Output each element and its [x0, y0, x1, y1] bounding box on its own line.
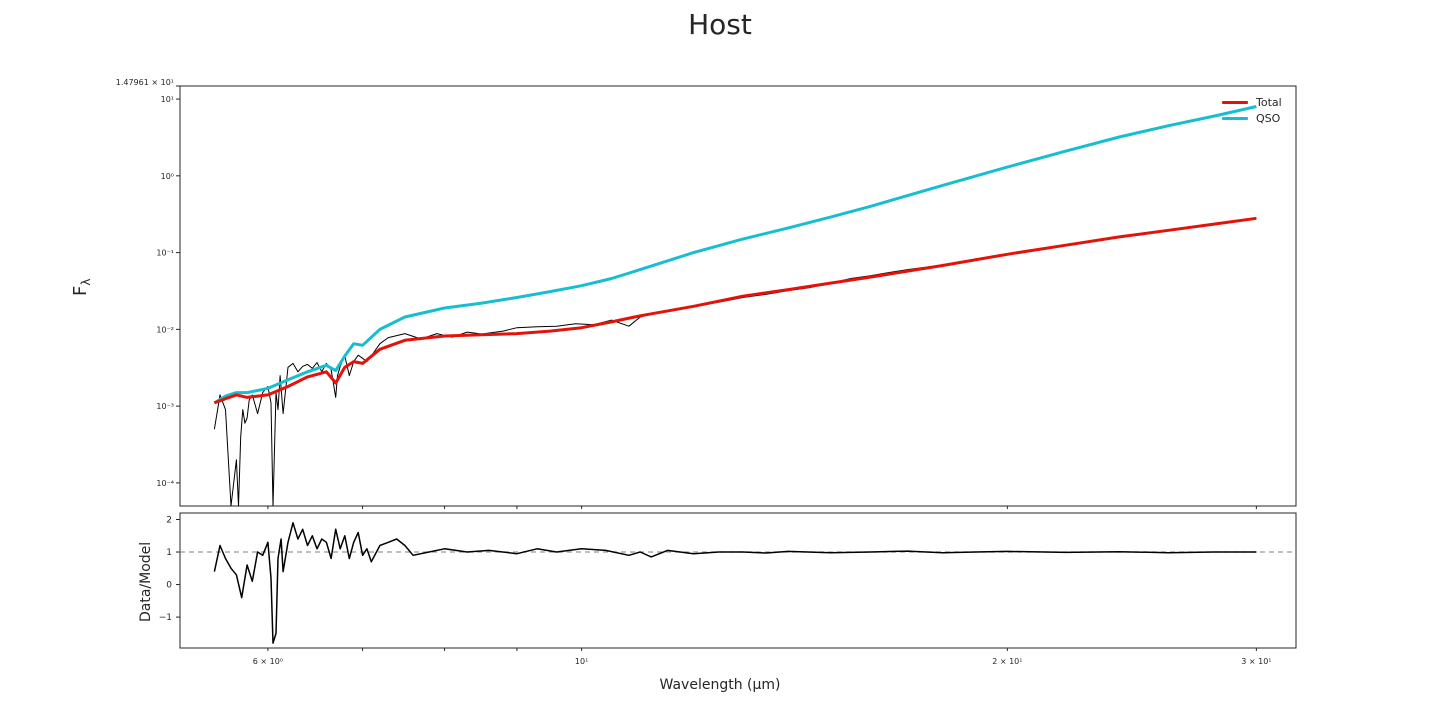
- residual-y-axis-label: Data/Model: [138, 541, 154, 622]
- residual-panel: 6 × 10⁰ 10¹ 2 × 10¹ 3 × 10¹ −1 0 1 2: [159, 512, 1297, 666]
- residual-y-tick-label: 1: [166, 548, 172, 558]
- series-residual-line: [213, 522, 1257, 644]
- main-y-tick-label: 10¹: [161, 95, 174, 104]
- x-tick-label: 2 × 10¹: [992, 657, 1022, 666]
- x-axis-label: Wavelength (μm): [659, 677, 781, 693]
- legend-swatch-qso: [1222, 116, 1248, 120]
- main-panel-frame: [179, 85, 1297, 507]
- residual-y-tick-label: 2: [166, 516, 172, 526]
- series-total-line: [213, 216, 1257, 405]
- x-tick-label: 10¹: [575, 657, 588, 666]
- main-y-tick-label: 10⁻³: [156, 402, 174, 411]
- x-tick-label: 6 × 10⁰: [253, 657, 283, 666]
- main-y-tick-label: 1.47961 × 10¹: [116, 78, 174, 87]
- main-y-tick-label: 10⁰: [161, 172, 174, 181]
- main-panel: 1.47961 × 10¹ 10¹ 10⁰ 10⁻¹ 10⁻² 10⁻³ 10⁻⁴: [116, 78, 1297, 509]
- series-data-line: [213, 217, 1257, 506]
- legend-item-total: Total: [1222, 94, 1282, 110]
- chart-title: Host: [688, 8, 752, 41]
- legend-label-qso: QSO: [1256, 111, 1281, 125]
- main-y-tick-label: 10⁻⁴: [156, 479, 174, 488]
- legend-swatch-total: [1222, 100, 1248, 104]
- residual-y-tick-label: 0: [166, 581, 172, 591]
- legend: Total QSO: [1222, 94, 1282, 126]
- legend-label-total: Total: [1256, 95, 1282, 109]
- main-y-tick-label: 10⁻²: [156, 325, 174, 334]
- residual-y-tick-label: −1: [159, 613, 172, 623]
- legend-item-qso: QSO: [1222, 110, 1282, 126]
- main-y-tick-label: 10⁻¹: [156, 249, 174, 258]
- residual-panel-frame: [179, 512, 1297, 649]
- x-tick-label: 3 × 10¹: [1241, 657, 1271, 666]
- series-qso-line: [213, 105, 1257, 405]
- main-y-axis-label: Fλ: [70, 278, 93, 296]
